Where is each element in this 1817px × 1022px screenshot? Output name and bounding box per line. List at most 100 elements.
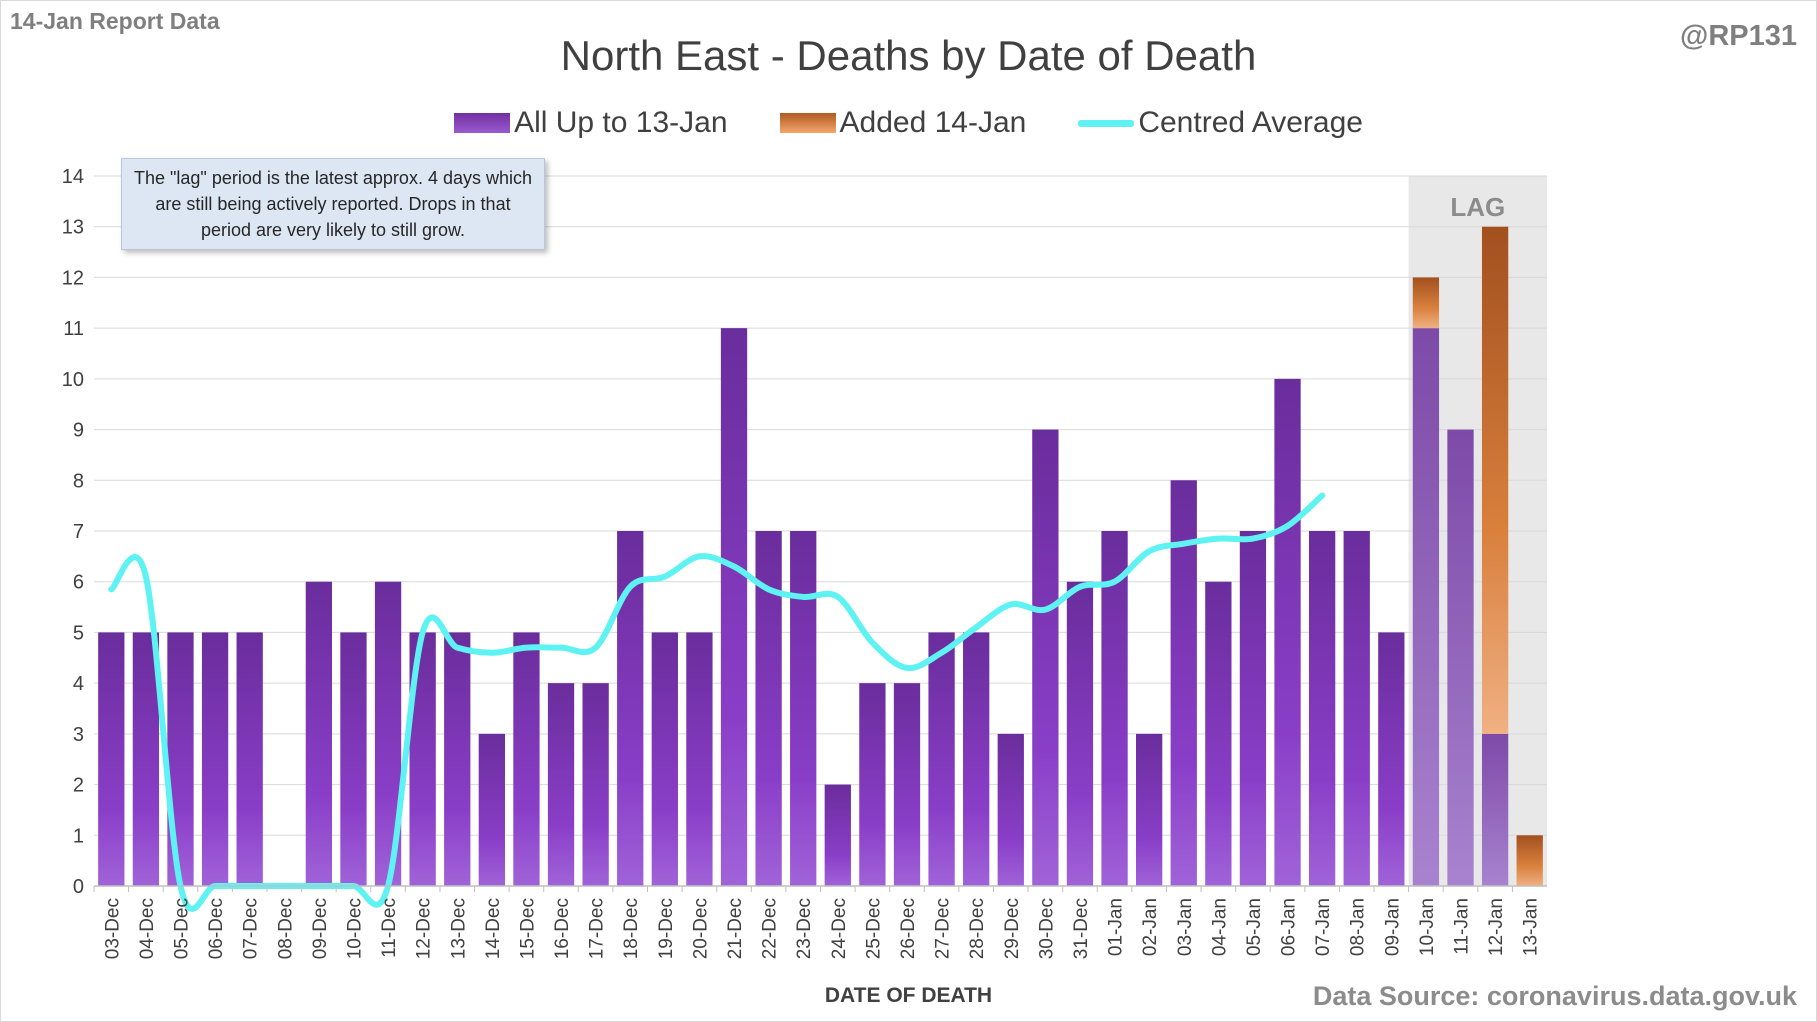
x-tick-label: 13-Jan — [1521, 898, 1542, 956]
x-tick-label: 18-Dec — [621, 898, 642, 959]
bar-base — [1032, 429, 1059, 886]
bar-added — [1412, 277, 1440, 329]
y-tick-label: 11 — [63, 318, 84, 340]
y-tick-label: 2 — [73, 775, 84, 797]
x-tick-label: 21-Dec — [725, 898, 746, 959]
bar-base — [305, 581, 333, 886]
x-tick-label: 06-Dec — [206, 898, 227, 959]
x-axis-title: DATE OF DEATH — [824, 984, 993, 1007]
x-tick-label: 12-Jan — [1486, 898, 1507, 956]
x-tick-label: 09-Jan — [1382, 898, 1403, 956]
bar-base — [340, 632, 367, 886]
y-tick-label: 4 — [73, 673, 84, 695]
legend-label-average: Centred Average — [1138, 106, 1363, 139]
bar-base — [1378, 632, 1405, 886]
legend-label-base: All Up to 13-Jan — [514, 106, 728, 139]
legend-item-base: All Up to 13-Jan — [454, 106, 728, 140]
y-tick-label: 13 — [62, 217, 84, 239]
x-tick-label: 08-Dec — [275, 898, 296, 959]
x-tick-label: 27-Dec — [933, 898, 954, 959]
y-tick-label: 7 — [73, 521, 84, 543]
bar-base — [582, 683, 609, 886]
bar-base — [513, 632, 540, 886]
x-tick-label: 30-Dec — [1036, 898, 1057, 959]
bar-base — [1239, 531, 1267, 886]
chart-legend: All Up to 13-Jan Added 14-Jan Centred Av… — [0, 106, 1817, 140]
bar-base — [928, 632, 955, 886]
x-tick-label: 17-Dec — [587, 898, 608, 959]
x-tick-label: 06-Jan — [1279, 898, 1300, 956]
x-tick-label: 15-Dec — [517, 898, 538, 959]
bar-base — [1447, 429, 1474, 886]
x-tick-label: 03-Dec — [102, 898, 123, 959]
bar-base — [893, 683, 921, 886]
bar-base — [1274, 378, 1301, 886]
x-tick-label: 16-Dec — [552, 898, 573, 959]
bar-base — [547, 683, 575, 886]
y-tick-label: 1 — [73, 825, 84, 847]
x-tick-label: 26-Dec — [898, 898, 919, 959]
legend-label-added: Added 14-Jan — [839, 106, 1027, 139]
y-tick-label: 0 — [73, 876, 84, 898]
x-tick-label: 23-Dec — [794, 898, 815, 959]
bar-base — [963, 632, 990, 886]
x-tick-label: 19-Dec — [656, 898, 677, 959]
x-tick-label: 20-Dec — [690, 898, 711, 959]
x-tick-label: 05-Jan — [1244, 898, 1265, 956]
lag-note: The "lag" period is the latest approx. 4… — [121, 158, 545, 250]
x-tick-label: 24-Dec — [829, 898, 850, 959]
x-tick-label: 12-Dec — [414, 898, 435, 959]
legend-item-average: Centred Average — [1078, 106, 1363, 140]
data-source: Data Source: coronavirus.data.gov.uk — [1312, 981, 1797, 1011]
y-tick-label: 14 — [62, 166, 84, 188]
x-tick-label: 05-Dec — [171, 898, 192, 959]
y-tick-label: 12 — [62, 267, 84, 289]
legend-item-added: Added 14-Jan — [779, 106, 1027, 140]
legend-swatch-added — [779, 113, 836, 133]
x-tick-label: 10-Dec — [344, 898, 365, 959]
x-tick-label: 29-Dec — [1002, 898, 1023, 959]
bar-base — [824, 784, 851, 886]
x-tick-label: 02-Jan — [1140, 898, 1161, 956]
bar-base — [1136, 733, 1163, 886]
y-tick-label: 8 — [73, 470, 84, 492]
bar-base — [201, 632, 229, 886]
legend-swatch-average — [1078, 119, 1135, 127]
lag-label: LAG — [1450, 192, 1505, 222]
x-tick-label: 10-Jan — [1417, 898, 1438, 956]
legend-swatch-base — [454, 113, 511, 133]
x-tick-label: 03-Jan — [1175, 898, 1196, 956]
bar-base — [1170, 480, 1197, 886]
bar-base — [444, 632, 471, 886]
x-tick-label: 28-Dec — [967, 898, 988, 959]
x-tick-label: 11-Dec — [379, 898, 400, 958]
x-tick-label: 07-Dec — [241, 898, 262, 959]
x-tick-label: 08-Jan — [1348, 898, 1369, 956]
bar-base — [790, 531, 817, 886]
y-tick-label: 10 — [62, 369, 84, 391]
x-tick-label: 11-Jan — [1452, 898, 1473, 955]
bar-base — [997, 733, 1024, 886]
author-handle: @RP131 — [1680, 20, 1797, 52]
x-tick-label: 01-Jan — [1106, 898, 1127, 956]
y-tick-label: 5 — [73, 622, 84, 644]
bar-base — [859, 683, 886, 886]
bar-base — [98, 632, 125, 886]
x-tick-label: 13-Dec — [448, 898, 469, 959]
x-tick-label: 04-Jan — [1209, 898, 1230, 956]
bar-base — [720, 328, 748, 887]
x-tick-label: 07-Jan — [1313, 898, 1334, 956]
x-tick-label: 09-Dec — [310, 898, 331, 959]
bar-base — [1308, 531, 1336, 886]
x-tick-label: 04-Dec — [137, 898, 158, 959]
bar-base — [236, 632, 263, 886]
y-tick-label: 9 — [73, 420, 84, 442]
y-tick-label: 6 — [73, 572, 84, 594]
bar-base — [478, 733, 505, 886]
bar-added — [1481, 226, 1509, 734]
bar-base — [1343, 531, 1370, 886]
x-tick-label: 14-Dec — [483, 898, 504, 959]
bar-base — [1481, 733, 1509, 886]
y-tick-label: 3 — [73, 724, 84, 746]
